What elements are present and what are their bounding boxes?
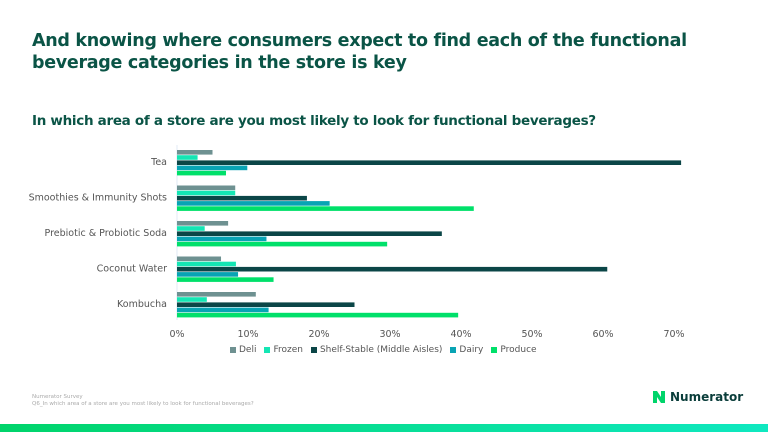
bar-frozen-2 — [177, 226, 205, 231]
x-tick-label: 40% — [450, 329, 471, 340]
source-note: Numerator Survey — [32, 394, 83, 400]
legend-label: Frozen — [273, 345, 303, 355]
bar-dairy-1 — [177, 201, 330, 206]
bar-dairy-3 — [177, 272, 239, 277]
footer-band — [0, 424, 768, 432]
logo-text: Numerator — [670, 390, 744, 404]
legend-label: Produce — [500, 345, 537, 355]
legend-swatch — [264, 347, 271, 353]
bar-deli-2 — [177, 221, 229, 226]
bar-frozen-3 — [177, 261, 236, 267]
bar-shelf-stable-middle-aisles--0 — [177, 160, 682, 165]
chart-title: In which area of a store are you most li… — [32, 113, 596, 129]
question-note: Q6_In which area of a store are you most… — [32, 401, 254, 407]
legend-swatch — [450, 347, 457, 353]
bar-chart: Tea Smoothies & Immunity Shots Prebiotic &… — [29, 145, 685, 340]
numerator-logo: Numerator — [652, 390, 743, 404]
bar-produce-0 — [177, 170, 226, 176]
bar-shelf-stable-middle-aisles--1 — [177, 195, 307, 201]
bar-dairy-0 — [177, 165, 248, 171]
x-tick-label: 0% — [169, 329, 184, 340]
legend-item: Deli — [230, 345, 256, 355]
bar-shelf-stable-middle-aisles--4 — [177, 302, 355, 307]
numerator-logo-icon — [653, 391, 665, 403]
legend-swatch — [230, 347, 236, 353]
legend-label: Shelf-Stable (Middle Aisles) — [319, 345, 443, 355]
x-tick-label: 20% — [308, 329, 329, 340]
category-label: Kombucha — [117, 299, 167, 310]
bar-frozen-0 — [177, 155, 198, 160]
x-tick-label: 50% — [521, 329, 542, 340]
x-tick-label: 10% — [237, 329, 258, 340]
bar-dairy-4 — [177, 307, 269, 313]
legend-swatch — [310, 347, 317, 353]
legend-item: Shelf-Stable (Middle Aisles) — [310, 345, 443, 355]
bar-shelf-stable-middle-aisles--3 — [177, 266, 608, 272]
x-tick-label: 30% — [379, 329, 400, 340]
bar-produce-2 — [177, 241, 388, 247]
bar-produce-1 — [177, 206, 474, 211]
legend-label: Dairy — [459, 345, 484, 355]
legend-item: Produce — [491, 345, 537, 355]
legend-item: Frozen — [264, 345, 303, 355]
category-label: Coconut Water — [97, 264, 167, 275]
category-label: Prebiotic & Probiotic Soda — [45, 228, 167, 239]
bar-frozen-4 — [177, 297, 207, 302]
bar-frozen-1 — [177, 190, 236, 196]
x-tick-label: 60% — [592, 329, 613, 340]
page-title: And knowing where consumers expect to fi… — [32, 31, 687, 73]
bar-deli-4 — [177, 292, 256, 297]
bar-deli-3 — [177, 256, 222, 262]
bar-deli-1 — [177, 185, 236, 191]
bar-produce-4 — [177, 312, 459, 318]
category-label: Tea — [150, 157, 167, 168]
category-label: Smoothies & Immunity Shots — [29, 193, 167, 204]
bar-produce-3 — [177, 277, 274, 282]
legend-label: Deli — [239, 345, 257, 355]
x-tick-label: 70% — [663, 329, 684, 340]
bar-shelf-stable-middle-aisles--2 — [177, 231, 442, 236]
legend: Deli Frozen Shelf-Stable (Middle Aisles) Da… — [230, 345, 537, 355]
legend-swatch — [491, 347, 498, 353]
bar-deli-0 — [177, 150, 213, 155]
bar-dairy-2 — [177, 236, 267, 242]
legend-item: Dairy — [450, 345, 483, 355]
